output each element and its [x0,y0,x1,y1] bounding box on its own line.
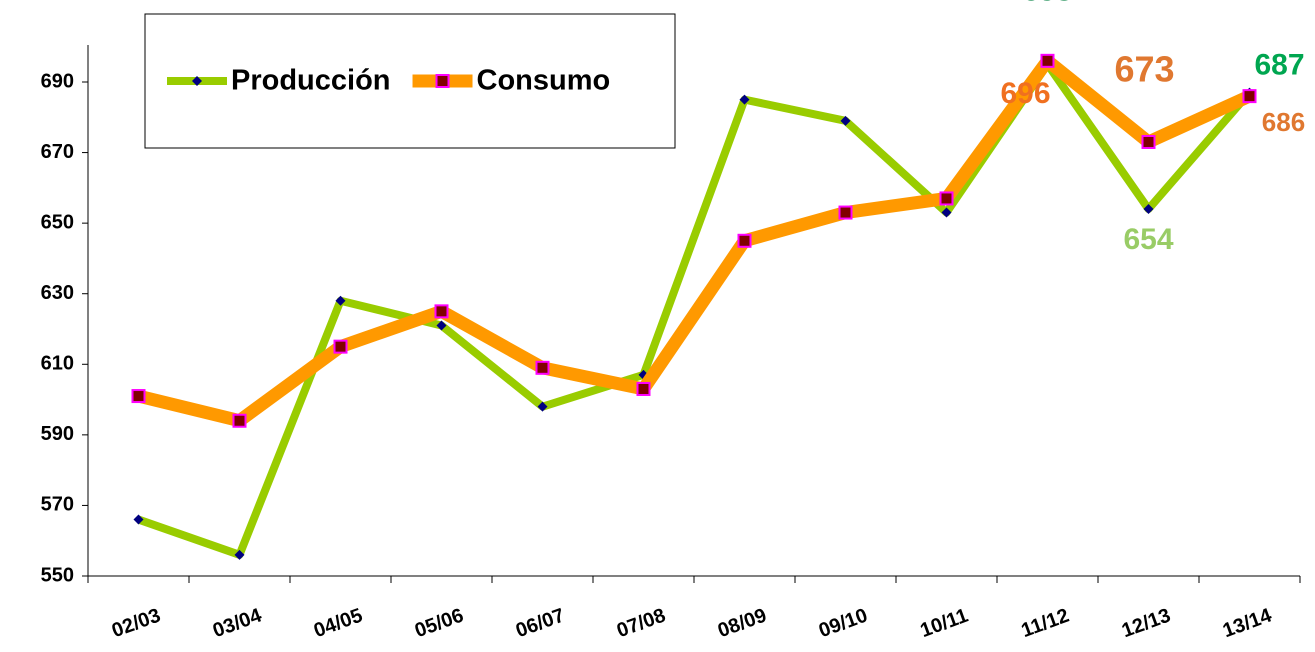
x-tick-label: 13/14 [1220,604,1275,642]
x-tick-label: 12/13 [1119,604,1174,642]
marker [838,205,853,220]
x-tick-label: 11/12 [1018,605,1072,642]
marker [939,191,954,206]
marker [333,339,348,354]
marker [739,94,750,105]
marker [192,76,202,86]
data-label: 696 [1000,77,1050,110]
y-tick-label: 550 [41,564,74,586]
marker [436,320,447,331]
legend-box [144,13,676,149]
marker [133,514,144,525]
legend-label: Producción [231,65,391,97]
legend-label: Consumo [477,65,611,97]
marker [335,295,346,306]
marker [840,115,851,126]
marker [1143,204,1154,215]
x-tick-label: 05/06 [412,604,467,642]
data-label: 695 [1022,0,1072,7]
data-label: 687 [1254,49,1304,82]
data-label: 673 [1114,49,1174,90]
marker [1242,89,1257,104]
x-tick-label: 08/09 [715,604,770,642]
x-tick-label: 07/08 [614,604,669,642]
marker [435,74,450,88]
x-tick-label: 06/07 [513,604,568,642]
y-tick-label: 690 [41,70,74,92]
marker [131,389,146,404]
marker [1141,134,1156,149]
marker [1040,53,1055,68]
x-tick-label: 10/11 [917,605,971,642]
marker [535,360,550,375]
x-tick-label: 02/03 [109,604,164,642]
marker [537,401,548,412]
y-tick-label: 570 [41,494,74,516]
series-line [137,60,1253,559]
marker [234,549,245,560]
y-tick-label: 650 [41,211,74,233]
x-tick-label: 03/04 [210,604,265,642]
series-line [136,54,1253,428]
y-tick-label: 590 [41,423,74,445]
data-label: 686 [1262,107,1305,137]
x-tick-label: 04/05 [311,604,366,642]
marker [941,207,952,218]
y-tick-label: 610 [41,353,74,375]
marker [232,413,247,428]
marker [434,304,449,319]
y-tick-label: 630 [41,282,74,304]
marker [636,381,651,396]
x-tick-label: 09/10 [816,604,871,642]
data-label: 654 [1123,223,1173,256]
marker [737,233,752,248]
y-tick-label: 670 [41,141,74,163]
